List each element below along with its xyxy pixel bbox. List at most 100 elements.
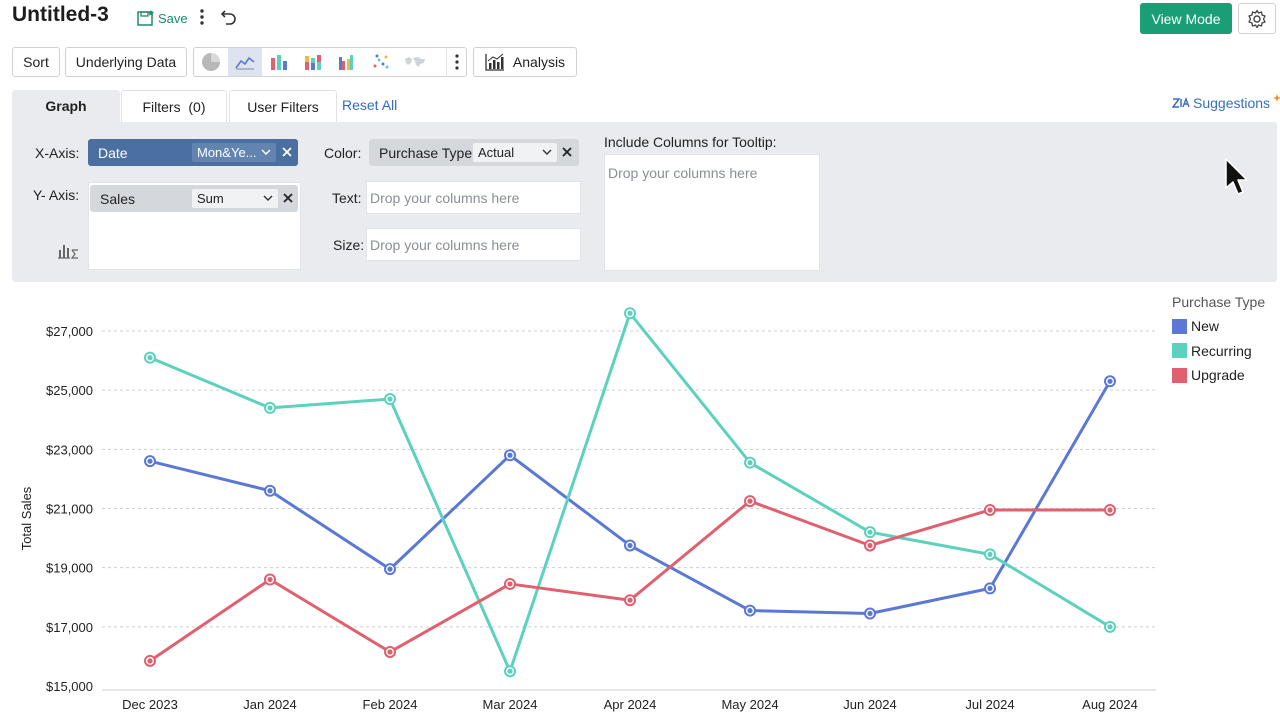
color-function-select[interactable]: Actual (473, 143, 557, 162)
legend-item-recurring[interactable]: Recurring (1172, 343, 1252, 359)
chart-type-selector (193, 47, 467, 77)
legend-swatch (1172, 318, 1187, 334)
data-point-core (147, 658, 153, 664)
data-point-core (867, 542, 873, 549)
chevron-down-icon (542, 149, 552, 155)
x-axis-field-pill[interactable]: Date Mon&Ye... (88, 139, 298, 166)
data-point-core (987, 551, 993, 557)
more-options-icon (454, 54, 459, 70)
pie-chart-button[interactable] (194, 48, 228, 76)
y-axis-function-select[interactable]: Sum (192, 189, 278, 208)
more-chart-types-button[interactable] (446, 48, 466, 76)
y-tick-label: $21,000 (46, 502, 93, 517)
gear-icon (1248, 9, 1266, 28)
data-point-core (747, 607, 753, 614)
y-tick-label: $23,000 (46, 442, 93, 457)
y-tick-label: $19,000 (46, 561, 93, 576)
line-chart-icon (235, 56, 255, 70)
pie-chart-icon (202, 53, 220, 71)
remove-color-icon[interactable] (560, 145, 574, 159)
sparkle-icon (1273, 94, 1280, 102)
data-point-core (267, 405, 273, 411)
y-tick-label: $27,000 (46, 324, 93, 339)
y-tick-label: $15,000 (46, 679, 93, 694)
scatter-chart-button[interactable] (364, 48, 398, 76)
data-point-core (267, 488, 273, 494)
text-drop-area[interactable]: Drop your columns here (366, 181, 581, 214)
view-mode-button[interactable]: View Mode (1140, 3, 1232, 34)
map-chart-icon (405, 57, 425, 67)
data-point-core (867, 529, 873, 535)
data-point-core (627, 542, 633, 549)
tab-graph[interactable]: Graph (12, 90, 120, 122)
x-tick-label: Jun 2024 (843, 697, 897, 712)
x-axis-function-select[interactable]: Mon&Ye... (192, 143, 276, 162)
y-axis-label: Y- Axis: (33, 187, 80, 203)
tab-filters[interactable]: Filters (0) (121, 90, 227, 122)
grouped-bar-chart-icon (339, 55, 353, 70)
y-axis-field-name: Sales (100, 190, 136, 207)
remove-x-axis-icon[interactable] (280, 145, 294, 159)
x-tick-label: Jan 2024 (243, 697, 297, 712)
data-point-core (387, 566, 393, 572)
tab-user-filters[interactable]: User Filters (229, 90, 337, 122)
data-point-core (1107, 507, 1113, 513)
data-point-core (627, 310, 633, 316)
undo-icon[interactable] (220, 7, 238, 27)
data-point-core (987, 585, 993, 591)
settings-button[interactable] (1238, 3, 1276, 34)
remove-y-axis-icon[interactable] (281, 191, 295, 205)
tooltip-drop-area[interactable]: Drop your columns here (604, 154, 820, 271)
x-axis-label: X-Axis: (35, 145, 80, 161)
data-point-core (147, 355, 153, 361)
stacked-bar-chart-button[interactable] (296, 48, 330, 76)
legend-item-upgrade[interactable]: Upgrade (1172, 367, 1245, 383)
y-axis-title: Total Sales (19, 486, 34, 550)
bar-chart-button[interactable] (262, 48, 296, 76)
y-axis-function-value: Sum (197, 191, 224, 206)
save-button[interactable]: Save (137, 6, 188, 30)
y-tick-label: $17,000 (46, 620, 93, 635)
sort-button[interactable]: Sort (12, 47, 60, 77)
report-title[interactable]: Untitled-3 (12, 3, 109, 26)
underlying-data-button[interactable]: Underlying Data (65, 47, 187, 77)
analysis-button[interactable]: Analysis (473, 47, 577, 77)
data-point-core (507, 581, 513, 587)
legend-label: Upgrade (1191, 367, 1245, 383)
grouped-bar-chart-button[interactable] (330, 48, 364, 76)
more-options-icon[interactable] (196, 6, 208, 28)
analysis-chart-icon (485, 53, 504, 71)
save-icon (137, 10, 154, 26)
suggestions-link[interactable]: Suggestions (1172, 94, 1280, 111)
legend-item-new[interactable]: New (1172, 318, 1219, 334)
color-field-pill[interactable]: Purchase Type Actual (369, 139, 579, 166)
map-chart-button[interactable] (398, 48, 432, 76)
data-point-core (627, 597, 633, 603)
data-point-core (747, 460, 753, 466)
analysis-label: Analysis (512, 54, 566, 70)
zia-icon (1172, 97, 1190, 108)
data-point-core (267, 576, 273, 583)
data-point-core (867, 610, 873, 617)
tab-filters-label: Filters (142, 98, 181, 115)
tooltip-label: Include Columns for Tooltip: (604, 134, 777, 150)
y-axis-field-pill[interactable]: Sales Sum (90, 185, 298, 212)
data-point-core (507, 668, 513, 674)
line-chart: $15,000 $17,000 $19,000 $21,000 $23,000 $25,0… (19, 307, 1156, 720)
reset-all-link[interactable]: Reset All (342, 97, 398, 113)
color-label: Color: (324, 145, 362, 161)
bar-chart-icon (271, 55, 287, 70)
legend-swatch (1172, 343, 1187, 358)
x-tick-label: Aug 2024 (1082, 697, 1138, 712)
data-point-core (747, 498, 753, 504)
legend-title: Purchase Type (1172, 294, 1266, 310)
x-tick-label: Apr 2024 (604, 697, 657, 712)
aggregate-sigma-icon[interactable] (57, 242, 79, 260)
size-label: Size: (333, 237, 365, 253)
data-point-core (987, 507, 993, 513)
line-chart-button[interactable] (228, 48, 262, 76)
size-drop-area[interactable]: Drop your columns here (366, 228, 581, 261)
x-tick-label: Dec 2023 (122, 697, 178, 712)
color-field-name: Purchase Type (379, 144, 473, 161)
data-point-core (387, 396, 393, 402)
